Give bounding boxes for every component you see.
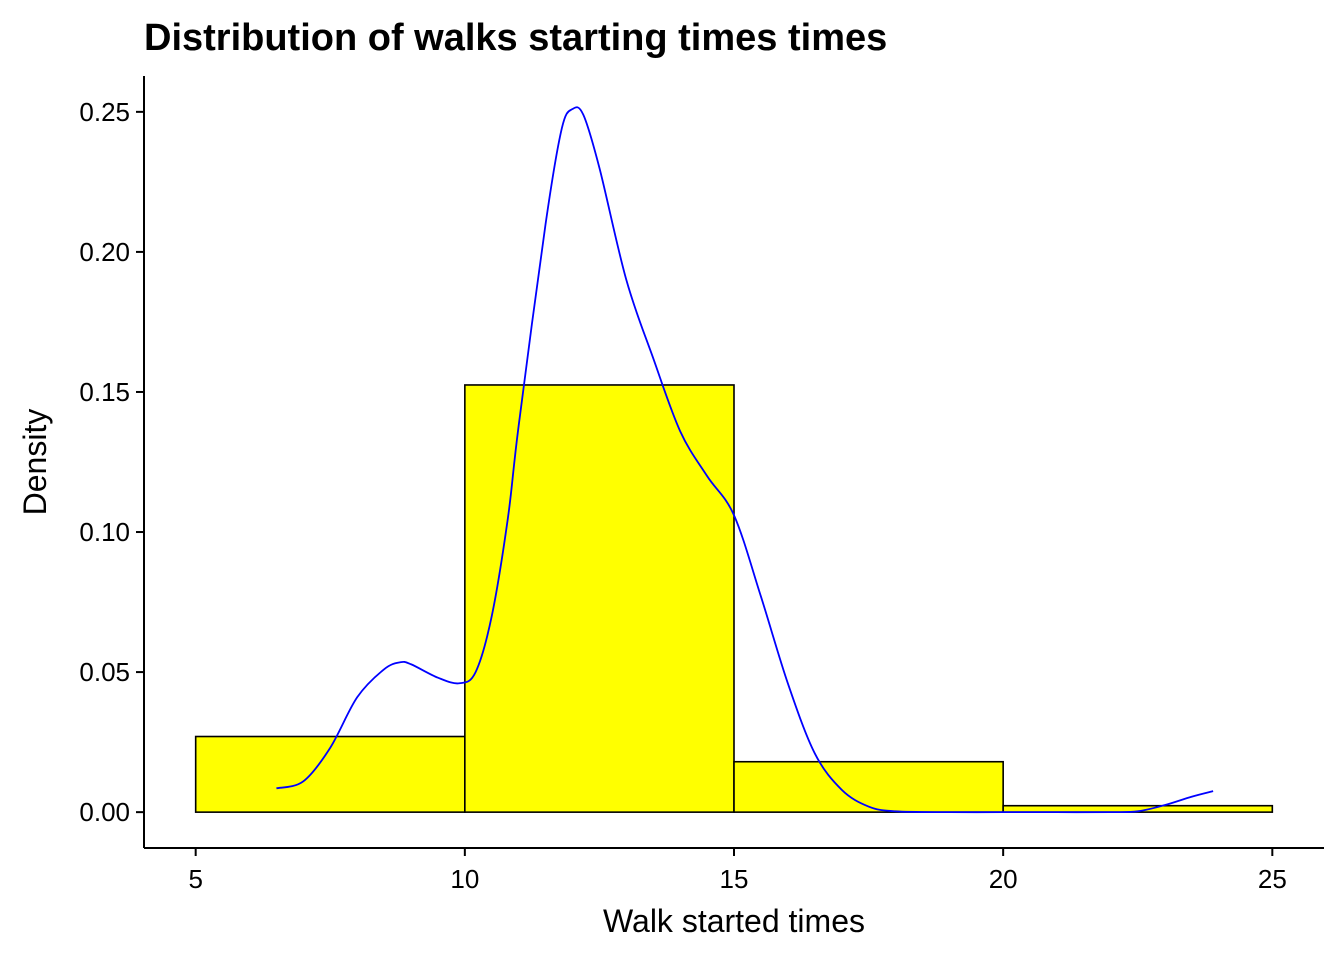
x-tick-label: 15: [720, 864, 749, 894]
y-tick-label: 0.10: [79, 517, 130, 547]
x-tick-label: 5: [188, 864, 202, 894]
y-tick-label: 0.00: [79, 797, 130, 827]
y-axis-title: Density: [17, 409, 53, 516]
x-tick-label: 20: [989, 864, 1018, 894]
x-tick-label: 25: [1258, 864, 1287, 894]
chart-title: Distribution of walks starting times tim…: [144, 17, 887, 59]
y-axis-ticks: 0.00 0.05 0.10 0.15 0.20 0.25: [79, 97, 144, 827]
y-tick-label: 0.25: [79, 97, 130, 127]
histogram-bar-2: [464, 384, 735, 813]
y-tick-label: 0.05: [79, 657, 130, 687]
x-tick-label: 10: [450, 864, 479, 894]
x-axis-ticks: 5 10 15 20 25: [188, 848, 1287, 894]
x-axis-title: Walk started times: [603, 903, 865, 939]
histogram-bars: [194, 384, 1274, 813]
density-curve: [276, 106, 1214, 814]
y-tick-label: 0.15: [79, 377, 130, 407]
histogram-bar-3: [733, 760, 1004, 813]
y-tick-label: 0.20: [79, 237, 130, 267]
density-curve-layer: [276, 106, 1214, 814]
